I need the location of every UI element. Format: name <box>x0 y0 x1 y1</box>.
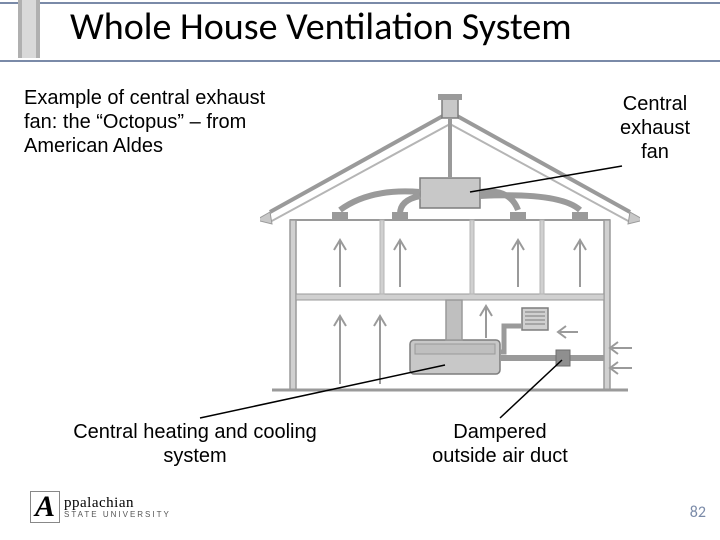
callout-bottom-left: Central heating and cooling system <box>60 420 330 468</box>
callout-bottom-right-l2: outside air duct <box>410 444 590 468</box>
logo-mark: A <box>30 491 60 523</box>
callout-bottom-left-l1: Central heating and cooling <box>60 420 330 444</box>
callout-top-left: Example of central exhaust fan: the “Oct… <box>24 86 274 158</box>
logo-line2: STATE UNIVERSITY <box>64 511 171 519</box>
slide-title: Whole House Ventilation System <box>70 4 710 50</box>
title-bottom-rule <box>0 60 720 62</box>
appalachian-logo: A ppalachian STATE UNIVERSITY <box>30 486 200 528</box>
logo-line1: ppalachian <box>64 496 171 511</box>
callout-bottom-left-l2: system <box>60 444 330 468</box>
title-bar: Whole House Ventilation System <box>0 0 720 66</box>
page-number: 82 <box>690 503 706 522</box>
title-accent-block <box>18 0 40 58</box>
callout-bottom-right-l1: Dampered <box>410 420 590 444</box>
callout-bottom-right: Dampered outside air duct <box>410 420 590 468</box>
slide: Whole House Ventilation System Example o… <box>0 0 720 540</box>
house-diagram <box>260 92 640 412</box>
